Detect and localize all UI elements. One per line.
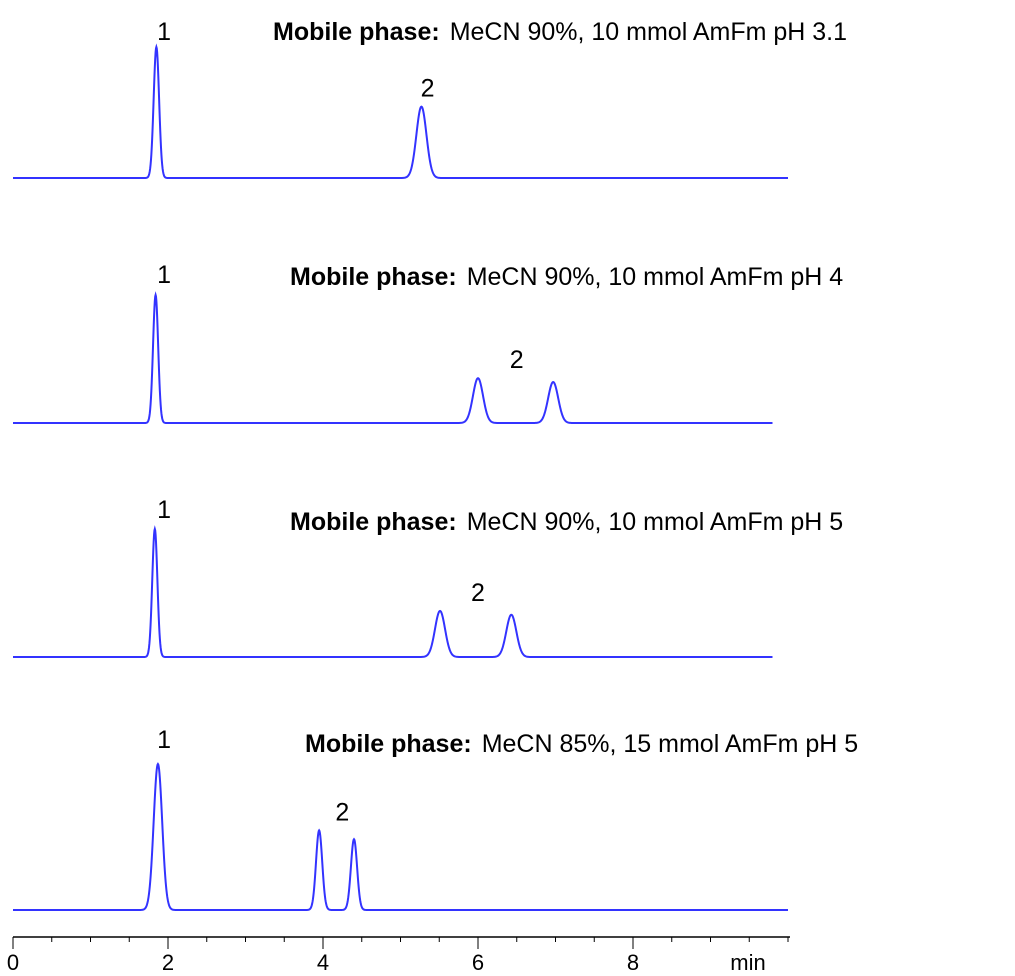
mobile-phase-label: Mobile phase: MeCN 90%, 10 mmol AmFm pH 3… [273, 18, 847, 46]
chromatogram-trace [13, 525, 773, 658]
tick-label: 8 [627, 950, 639, 975]
peak-label: 2 [421, 75, 435, 103]
mobile-phase-heading: Mobile phase: [305, 730, 472, 758]
peak-label: 1 [157, 261, 171, 289]
chromatogram-trace [13, 291, 773, 424]
time-axis: 0 2 4 6 8 min [7, 936, 790, 975]
peak-label: 1 [157, 496, 171, 524]
tick-label: 6 [472, 950, 484, 975]
peak-label: 2 [510, 346, 524, 374]
mobile-phase-heading: Mobile phase: [273, 18, 440, 46]
mobile-phase-heading: Mobile phase: [290, 263, 457, 291]
x-axis-ticks: 0 2 4 6 8 [7, 937, 789, 975]
chromatogram-trace [13, 762, 788, 911]
peak-label: 1 [157, 18, 171, 46]
peak-label: 2 [471, 579, 485, 607]
mobile-phase-value: MeCN 90%, 10 mmol AmFm pH 3.1 [450, 18, 847, 46]
mobile-phase-label: Mobile phase: MeCN 85%, 15 mmol AmFm pH 5 [305, 730, 858, 758]
mobile-phase-value: MeCN 85%, 15 mmol AmFm pH 5 [482, 730, 859, 758]
mobile-phase-label: Mobile phase: MeCN 90%, 10 mmol AmFm pH 4 [290, 263, 843, 291]
chromatogram-panel: 1 2 Mobile phase: MeCN 85%, 15 mmol AmFm pH… [13, 726, 858, 911]
chromatogram-panels: 1 2 Mobile phase: MeCN 90%, 10 mmol AmFm pH… [13, 18, 858, 911]
tick-label: 4 [317, 950, 329, 975]
mobile-phase-value: MeCN 90%, 10 mmol AmFm pH 4 [467, 263, 844, 291]
x-axis-unit-label: min [730, 950, 765, 975]
peak-label: 2 [335, 798, 349, 826]
chromatogram-trace [13, 43, 788, 179]
tick-label: 2 [162, 950, 174, 975]
peak-label: 1 [157, 726, 171, 754]
chromatogram-panel: 1 2 Mobile phase: MeCN 90%, 10 mmol AmFm pH… [13, 496, 843, 658]
mobile-phase-label: Mobile phase: MeCN 90%, 10 mmol AmFm pH 5 [290, 508, 843, 536]
mobile-phase-heading: Mobile phase: [290, 508, 457, 536]
tick-label: 0 [7, 950, 19, 975]
mobile-phase-value: MeCN 90%, 10 mmol AmFm pH 5 [467, 508, 844, 536]
chromatogram-panel: 1 2 Mobile phase: MeCN 90%, 10 mmol AmFm pH… [13, 18, 847, 179]
chromatogram-panel: 1 2 Mobile phase: MeCN 90%, 10 mmol AmFm pH… [13, 261, 843, 424]
